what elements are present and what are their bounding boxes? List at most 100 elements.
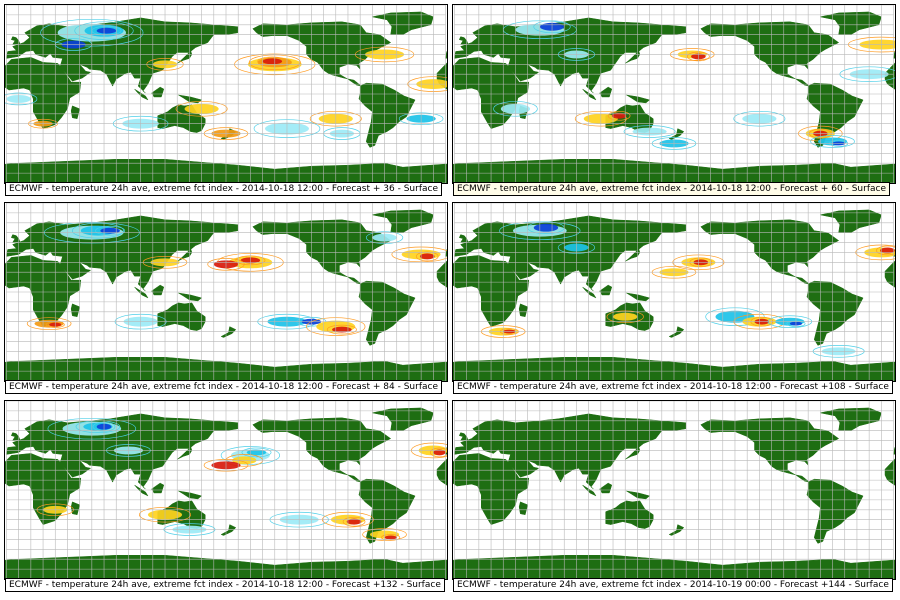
- continent-antarctica: [453, 159, 687, 183]
- anomaly-contour: [342, 516, 366, 527]
- cold-anomaly: [100, 227, 120, 234]
- continent-antarctica: [685, 360, 895, 381]
- anomaly-contour: [241, 447, 272, 458]
- continent-japan: [625, 247, 641, 262]
- continent-africa: [436, 62, 447, 90]
- continent-antarctica: [5, 357, 239, 381]
- continent-antarctica: [453, 357, 687, 381]
- continent-madagascar: [70, 303, 80, 318]
- continent-british-isles: [10, 234, 21, 243]
- world-map: [452, 400, 896, 580]
- warm-anomaly: [332, 326, 352, 333]
- warm-anomaly: [611, 112, 627, 119]
- continent-new-zealand: [220, 326, 237, 338]
- panel-caption: ECMWF - temperature 24h ave, extreme fct…: [453, 578, 893, 592]
- continent-eurasia: [445, 249, 447, 257]
- continent-japan: [177, 247, 193, 262]
- continent-south-america: [806, 478, 864, 544]
- continent-greenland: [372, 11, 434, 35]
- continent-madagascar: [518, 303, 528, 318]
- continent-eurasia: [445, 51, 447, 59]
- graticule: [6, 5, 446, 183]
- anomaly-contour: [71, 222, 124, 239]
- anomaly-contour: [326, 324, 357, 335]
- continent-borneo: [599, 284, 613, 296]
- world-map: [4, 400, 448, 580]
- continent-antarctica: [453, 555, 687, 579]
- continent-borneo: [151, 86, 165, 98]
- warm-anomaly: [346, 518, 362, 525]
- panel-forecast-132: ECMWF - temperature 24h ave, extreme fct…: [4, 400, 448, 594]
- continent-borneo: [599, 86, 613, 98]
- world-map: [452, 4, 896, 184]
- panel-forecast-36: ECMWF - temperature 24h ave, extreme fct…: [4, 4, 448, 198]
- continent-greenland: [820, 209, 882, 233]
- anomaly-contour: [95, 225, 126, 236]
- panel-forecast-60: ECMWF - temperature 24h ave, extreme fct…: [452, 4, 896, 198]
- continent-greenland: [820, 11, 882, 35]
- anomaly-contour: [876, 245, 895, 256]
- anomaly-contour: [415, 251, 439, 262]
- continent-south-america: [358, 82, 416, 148]
- warm-anomaly: [880, 247, 895, 254]
- continent-eurasia: [893, 447, 895, 455]
- continent-borneo: [151, 284, 165, 296]
- continent-north-america: [700, 21, 840, 87]
- continent-new-guinea: [626, 94, 651, 104]
- continent-africa: [436, 458, 447, 486]
- panel-forecast-108: ECMWF - temperature 24h ave, extreme fct…: [452, 202, 896, 396]
- warm-anomaly: [419, 253, 435, 260]
- continent-greenland: [820, 407, 882, 431]
- cold-anomaly: [246, 449, 267, 456]
- continent-borneo: [151, 482, 165, 494]
- graticule: [454, 203, 894, 381]
- continent-sumatra: [134, 286, 149, 299]
- continent-north-america: [700, 219, 840, 285]
- world-map: [4, 4, 448, 184]
- anomaly-contour: [607, 110, 631, 121]
- continent-japan: [177, 49, 193, 64]
- continent-new-guinea: [178, 490, 203, 500]
- panel-forecast-144: ECMWF - temperature 24h ave, extreme fct…: [452, 400, 896, 594]
- continent-antarctica: [5, 159, 239, 183]
- world-map: [4, 202, 448, 382]
- graticule: [454, 401, 894, 579]
- continent-north-america: [252, 219, 392, 285]
- panel-caption: ECMWF - temperature 24h ave, extreme fct…: [5, 380, 442, 394]
- panel-forecast-84: ECMWF - temperature 24h ave, extreme fct…: [4, 202, 448, 396]
- panel-caption: ECMWF - temperature 24h ave, extreme fct…: [453, 182, 890, 196]
- continent-new-zealand: [668, 128, 685, 140]
- warm-anomaly: [384, 535, 397, 540]
- continent-antarctica: [237, 558, 447, 579]
- warm-anomaly: [262, 58, 283, 65]
- world-map: [452, 202, 896, 382]
- continent-new-guinea: [626, 292, 651, 302]
- continent-sumatra: [582, 286, 597, 299]
- anomaly-contour: [429, 447, 447, 458]
- continent-south-america: [358, 280, 416, 346]
- continent-madagascar: [70, 105, 80, 120]
- panel-caption: ECMWF - temperature 24h ave, extreme fct…: [453, 380, 893, 394]
- continent-sumatra: [134, 88, 149, 101]
- continent-japan: [177, 445, 193, 460]
- continent-sumatra: [134, 484, 149, 497]
- continent-british-isles: [458, 432, 469, 441]
- continent-borneo: [599, 482, 613, 494]
- continent-british-isles: [458, 234, 469, 243]
- continent-sumatra: [582, 88, 597, 101]
- continent-madagascar: [518, 501, 528, 516]
- graticule: [454, 5, 894, 183]
- anomaly-layer: [480, 221, 895, 358]
- panel-caption: ECMWF - temperature 24h ave, extreme fct…: [5, 182, 442, 196]
- cold-anomaly: [96, 27, 117, 34]
- panel-caption: ECMWF - temperature 24h ave, extreme fct…: [5, 578, 445, 592]
- continent-new-zealand: [668, 524, 685, 536]
- continent-madagascar: [70, 501, 80, 516]
- continent-south-america: [806, 280, 864, 346]
- continent-africa: [436, 260, 447, 288]
- continent-japan: [625, 49, 641, 64]
- continent-new-zealand: [668, 326, 685, 338]
- continent-japan: [625, 445, 641, 460]
- continent-british-isles: [10, 36, 21, 45]
- continent-british-isles: [458, 36, 469, 45]
